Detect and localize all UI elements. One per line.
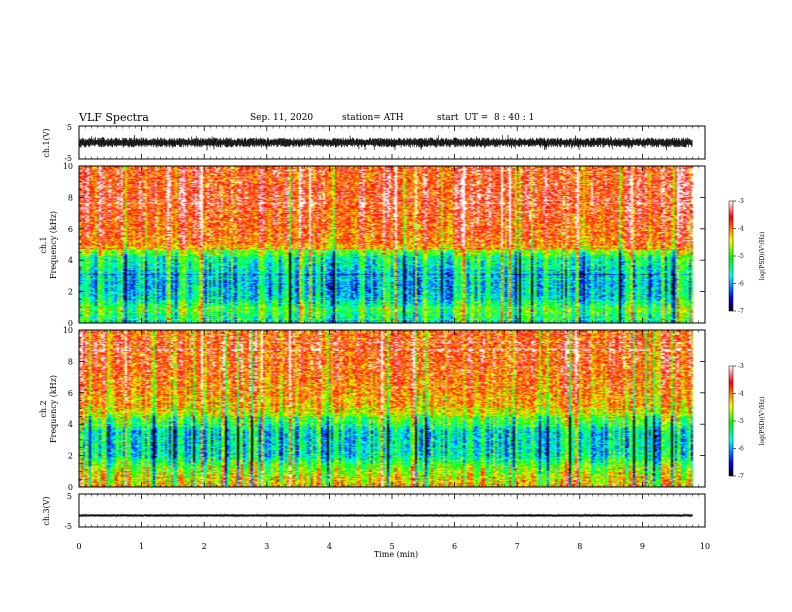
time-tick-label: 10	[700, 542, 710, 551]
time-tick-label: 3	[264, 542, 269, 551]
colorbar-tick-label: -6	[738, 446, 744, 453]
ch2-ylabel-frequency: Frequency (kHz)	[49, 375, 58, 443]
time-tick-label: 4	[327, 542, 332, 551]
date-label: Sep. 11, 2020	[250, 113, 314, 123]
ch1-spectrogram-image	[79, 166, 705, 323]
time-tick-label: 1	[139, 542, 144, 551]
ch1-colorbar	[728, 200, 734, 312]
ch3-ylabel: ch.3(V)	[42, 496, 51, 525]
colorbar-tick-label: -7	[738, 473, 744, 480]
colorbar-tick-label: -6	[738, 281, 744, 288]
ch2-freq-ticks: 0 2 4 6 8 10	[63, 326, 705, 492]
ch1-waveform-trace	[78, 134, 693, 151]
ch3-waveform-panel: 5 -5 ch.3(V)	[42, 492, 706, 531]
time-tick-label: 7	[515, 542, 520, 551]
ch1-colorbar-ticks: -3 -4 -5 -6 -7	[733, 198, 744, 315]
colorbar-tick-label: -3	[738, 198, 744, 205]
time-tick-label: 5	[389, 542, 394, 551]
colorbar-tick-label: -4	[738, 226, 744, 233]
start-time-label: start UT = 8 : 40 : 1	[437, 113, 535, 123]
freq-tick-label: 6	[68, 389, 73, 398]
freq-tick-label: 0	[68, 319, 73, 328]
ch1-ylabel: ch.1(V)	[42, 128, 51, 157]
colorbar-tick-label: -4	[738, 391, 744, 398]
ch2-colorbar-label: log(PSD)(V²/Hz)	[759, 397, 766, 446]
freq-tick-label: 4	[68, 256, 73, 265]
colorbar-tick-label: -5	[738, 418, 744, 425]
ch1-colorbar-label: log(PSD)(V²/Hz)	[759, 232, 766, 281]
freq-tick-label: 6	[68, 225, 73, 234]
freq-tick-label: 2	[68, 452, 73, 461]
colorbar-tick-label: -3	[738, 363, 744, 370]
station-label: station= ATH	[342, 113, 404, 123]
ch3-ytick-top: 5	[67, 492, 72, 501]
time-axis: 0 1 2 3 4 5 6 7 8 9 10	[76, 126, 710, 551]
time-tick-label: 8	[577, 542, 582, 551]
colorbar-tick-label: -5	[738, 253, 744, 260]
freq-tick-label: 0	[68, 483, 73, 492]
chart-title: VLF Spectra	[79, 111, 149, 124]
freq-tick-label: 8	[68, 357, 73, 366]
freq-tick-label: 8	[68, 193, 73, 202]
ch1-waveform-panel: 5 -5 ch.1(V)	[42, 123, 706, 163]
ch3-waveform-trace	[78, 512, 693, 518]
ch1-freq-ticks: 0 2 4 6 8 10	[63, 162, 705, 328]
ch1-ylabel-channel: ch.1	[39, 236, 48, 253]
ch1-ytick-top: 5	[67, 123, 72, 132]
colorbar-tick-label: -7	[738, 308, 744, 315]
ch3-ytick-bottom: -5	[64, 522, 72, 531]
time-tick-label: 9	[640, 542, 645, 551]
time-tick-label: 6	[452, 542, 457, 551]
ch2-spectrogram-image	[79, 330, 705, 487]
ch1-ylabel-frequency: Frequency (kHz)	[49, 211, 58, 279]
ch2-colorbar	[728, 365, 734, 477]
ch1-ytick-bottom: -5	[64, 154, 72, 163]
freq-tick-label: 4	[68, 420, 73, 429]
freq-tick-label: 10	[63, 326, 73, 335]
freq-tick-label: 10	[63, 162, 73, 171]
ch2-ylabel-channel: ch.2	[39, 400, 48, 417]
freq-tick-label: 2	[68, 288, 73, 297]
time-tick-label: 0	[76, 542, 81, 551]
time-tick-label: 2	[202, 542, 207, 551]
time-axis-label: Time (min)	[374, 550, 418, 559]
ch2-colorbar-ticks: -3 -4 -5 -6 -7	[733, 363, 744, 480]
